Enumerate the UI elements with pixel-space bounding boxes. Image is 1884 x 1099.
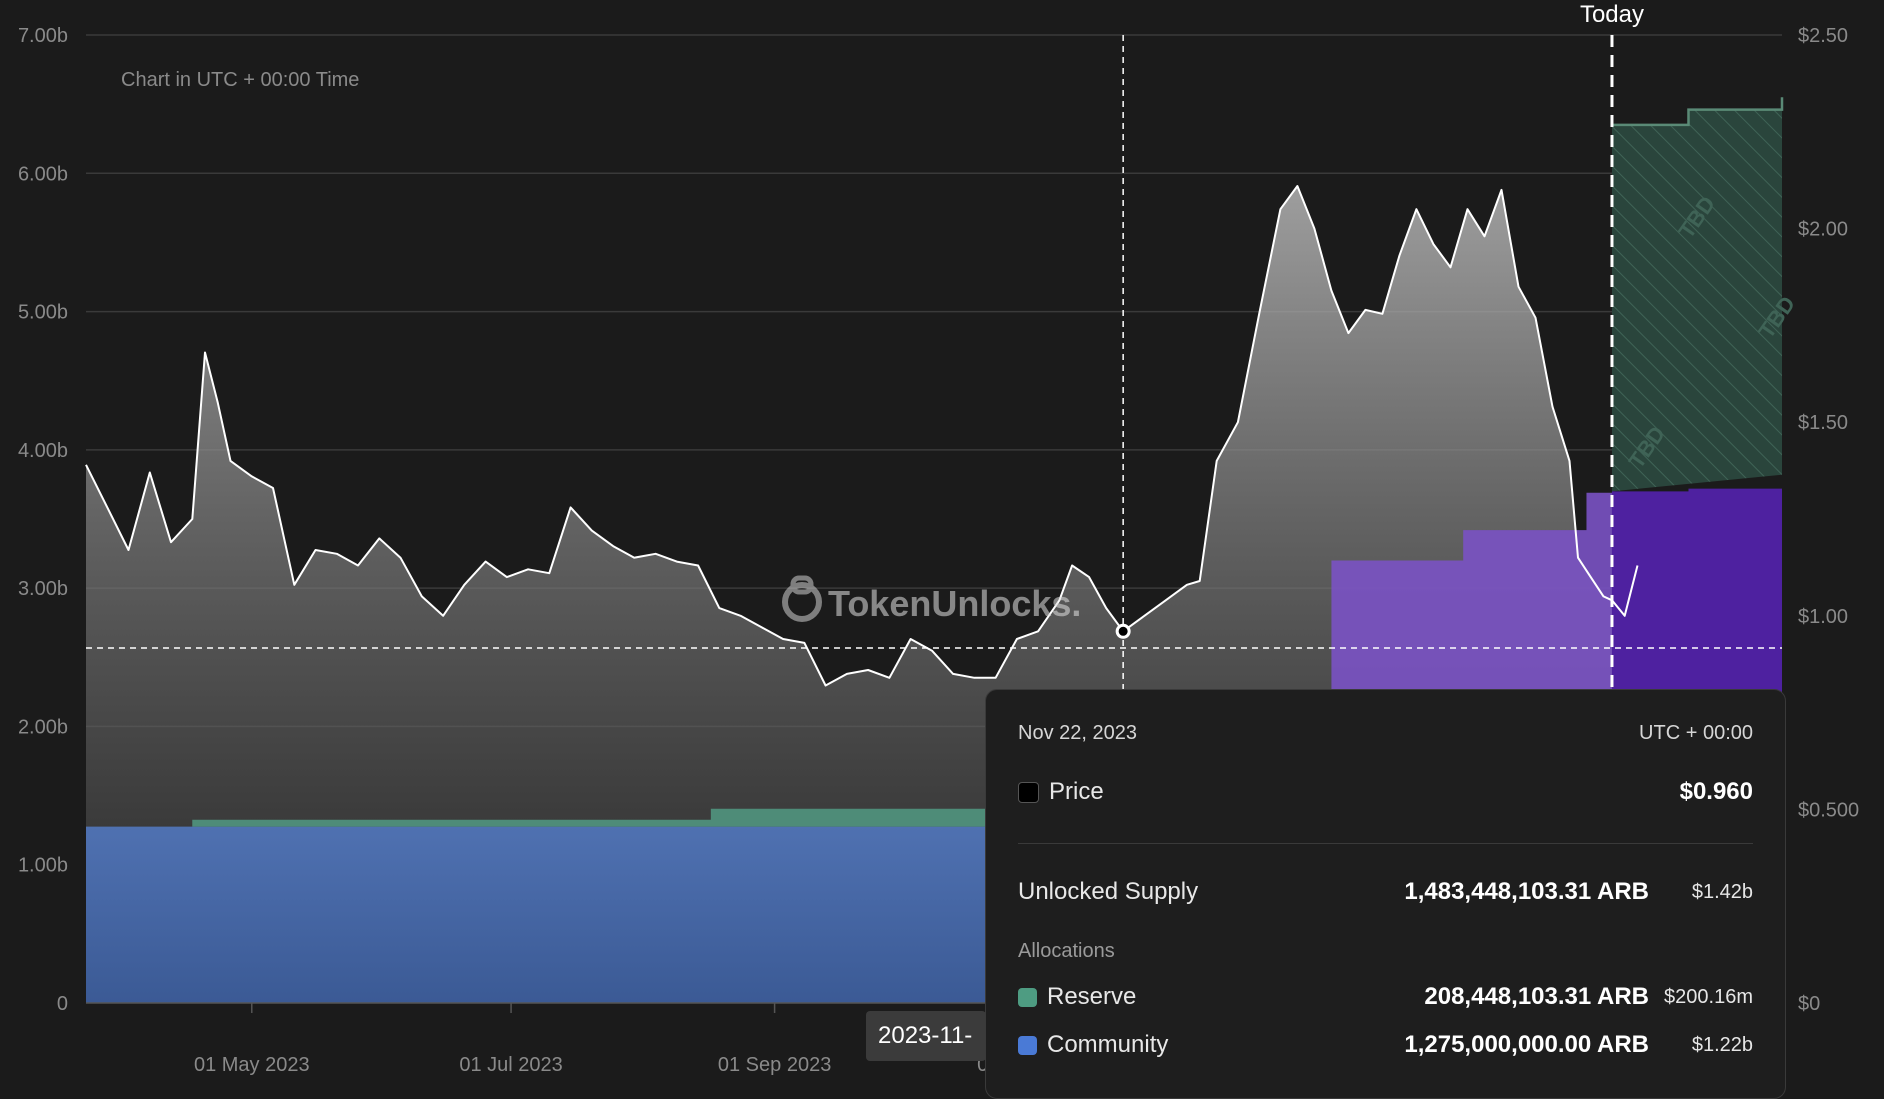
community-usd: $1.22b — [1691, 1033, 1753, 1056]
tooltip-panel: Nov 22, 2023 UTC + 00:00 Price $0.960 Un… — [985, 689, 1786, 1099]
community-swatch — [1018, 1035, 1037, 1055]
crosshair-date-badge: 2023-11- — [866, 1011, 986, 1061]
x-axis-tick: 01 Sep 2023 — [718, 1054, 831, 1076]
tooltip-community-row: Community 1,275,000,000.00 ARB $1.22b — [1018, 1031, 1753, 1059]
right-axis-tick: $0 — [1798, 993, 1820, 1015]
today-label: Today — [1580, 1, 1644, 28]
watermark: TokenUnlocks. — [782, 575, 1081, 624]
watermark-text: TokenUnlocks. — [828, 583, 1081, 624]
left-axis-tick: 0 — [57, 993, 68, 1015]
price-marker — [1115, 623, 1131, 639]
x-axis-tick: 01 Jul 2023 — [459, 1054, 562, 1076]
reserve-area — [86, 797, 1184, 827]
tooltip-header: Nov 22, 2023 UTC + 00:00 — [1018, 722, 1753, 745]
left-axis-tick: 7.00b — [18, 25, 68, 47]
right-axis-tick: $1.50 — [1798, 412, 1848, 434]
right-axis-tick: $2.50 — [1798, 25, 1848, 47]
left-axis-tick: 4.00b — [18, 440, 68, 462]
right-axis-tick: $1.00 — [1798, 606, 1848, 628]
tooltip-divider — [1018, 843, 1753, 844]
left-axis-tick: 3.00b — [18, 578, 68, 600]
unlocked-amount: 1,483,448,103.31 ARB — [1404, 878, 1649, 905]
left-axis-tick: 6.00b — [18, 163, 68, 185]
tooltip-date: Nov 22, 2023 — [1018, 722, 1137, 744]
left-axis-tick: 2.00b — [18, 716, 68, 738]
x-axis-tick: 01 May 2023 — [194, 1054, 310, 1076]
left-axis-tick: 1.00b — [18, 855, 68, 877]
price-label: Price — [1049, 778, 1104, 805]
unlocked-label: Unlocked Supply — [1018, 878, 1199, 905]
allocations-title: Allocations — [1018, 940, 1115, 962]
right-axis-tick: $2.00 — [1798, 219, 1848, 241]
right-axis-tick: $0.500 — [1798, 799, 1859, 821]
price-swatch — [1018, 781, 1039, 803]
reserve-swatch — [1018, 987, 1037, 1007]
unlocked-usd: $1.42b — [1691, 880, 1753, 903]
price-value: $0.960 — [1679, 778, 1753, 805]
utc-note: Chart in UTC + 00:00 Time — [121, 69, 359, 91]
tooltip-reserve-row: Reserve 208,448,103.31 ARB $200.16m — [1018, 983, 1753, 1011]
community-amount: 1,275,000,000.00 ARB — [1404, 1031, 1649, 1058]
reserve-usd: $200.16m — [1664, 985, 1753, 1008]
watermark-logo-icon — [782, 582, 822, 622]
tbd-top-line — [1611, 97, 1784, 127]
reserve-amount: 208,448,103.31 ARB — [1424, 983, 1649, 1010]
price-line — [85, 185, 1639, 687]
watermark-lock-shackle — [790, 575, 814, 595]
tbd-area — [1611, 97, 1782, 492]
reserve-label: Reserve — [1047, 983, 1137, 1010]
tooltip-price-row: Price $0.960 — [1018, 778, 1753, 806]
community-label: Community — [1047, 1031, 1169, 1058]
tooltip-unlocked-row: Unlocked Supply 1,483,448,103.31 ARB $1.… — [1018, 878, 1753, 906]
left-axis-tick: 5.00b — [18, 302, 68, 324]
tooltip-timezone: UTC + 00:00 — [1639, 722, 1753, 744]
